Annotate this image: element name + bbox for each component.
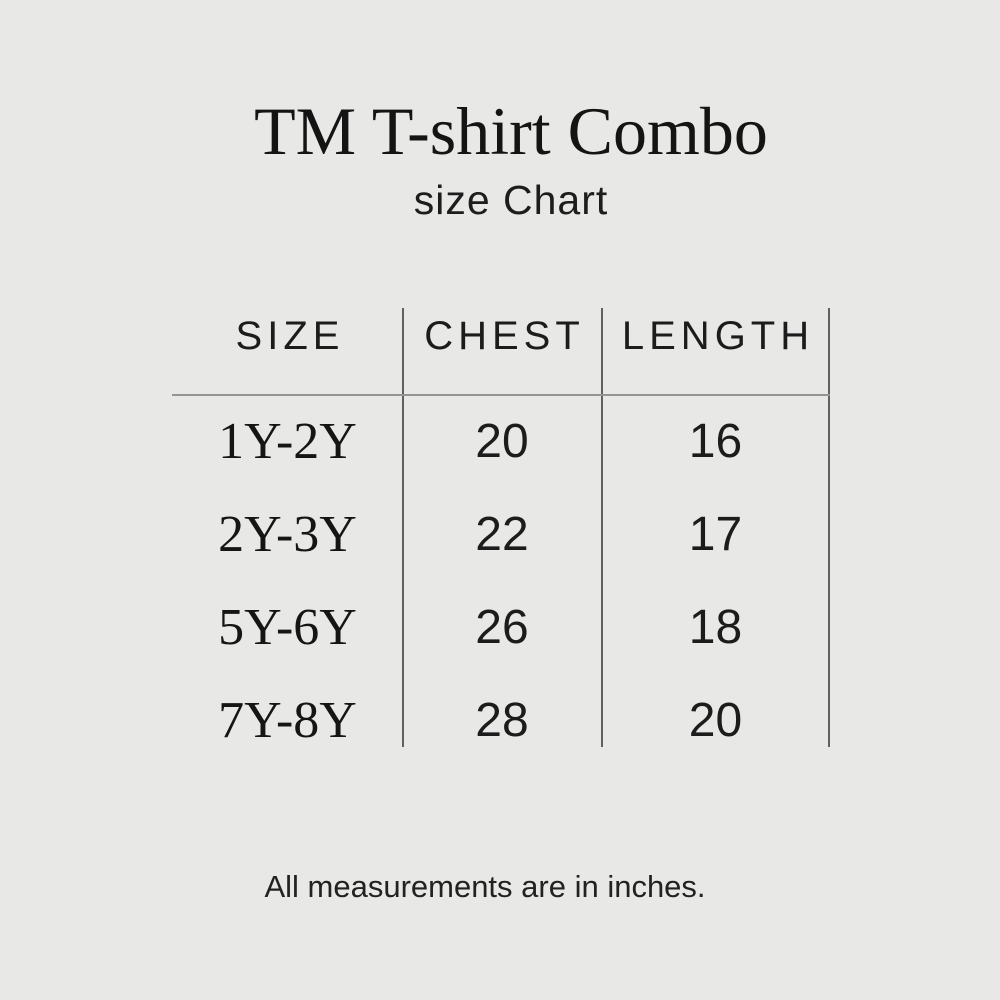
- length-cell: 16: [688, 415, 743, 468]
- size-cell: 1Y-2Y: [218, 413, 357, 470]
- header-divider: [172, 394, 830, 396]
- table-row: 5Y-6Y 26 18: [172, 581, 830, 674]
- size-cell: 7Y-8Y: [218, 692, 357, 749]
- column-header-chest: CHEST: [424, 314, 585, 358]
- length-cell: 20: [688, 694, 743, 747]
- table-row: 7Y-8Y 28 20: [172, 674, 830, 767]
- column-divider-2: [601, 308, 603, 747]
- length-cell: 18: [688, 601, 743, 654]
- measurements-note: All measurements are in inches.: [264, 869, 706, 904]
- size-chart-table: SIZE CHEST LENGTH 1Y-2Y 20 16 2Y-3Y 22 1…: [172, 308, 830, 768]
- page-title: TM T-shirt Combo: [254, 93, 768, 169]
- size-cell: 2Y-3Y: [218, 506, 357, 563]
- table-row: 2Y-3Y 22 17: [172, 488, 830, 581]
- column-divider-1: [402, 308, 404, 747]
- page-subtitle: size Chart: [413, 177, 609, 223]
- chest-cell: 20: [475, 415, 529, 468]
- length-cell: 17: [688, 508, 743, 561]
- column-header-length: LENGTH: [621, 314, 815, 358]
- column-header-size: SIZE: [235, 314, 345, 358]
- column-divider-right: [828, 308, 830, 747]
- size-cell: 5Y-6Y: [218, 599, 357, 656]
- table-row: 1Y-2Y 20 16: [172, 395, 830, 488]
- chest-cell: 28: [475, 694, 529, 747]
- chest-cell: 26: [475, 601, 529, 654]
- chest-cell: 22: [475, 508, 529, 561]
